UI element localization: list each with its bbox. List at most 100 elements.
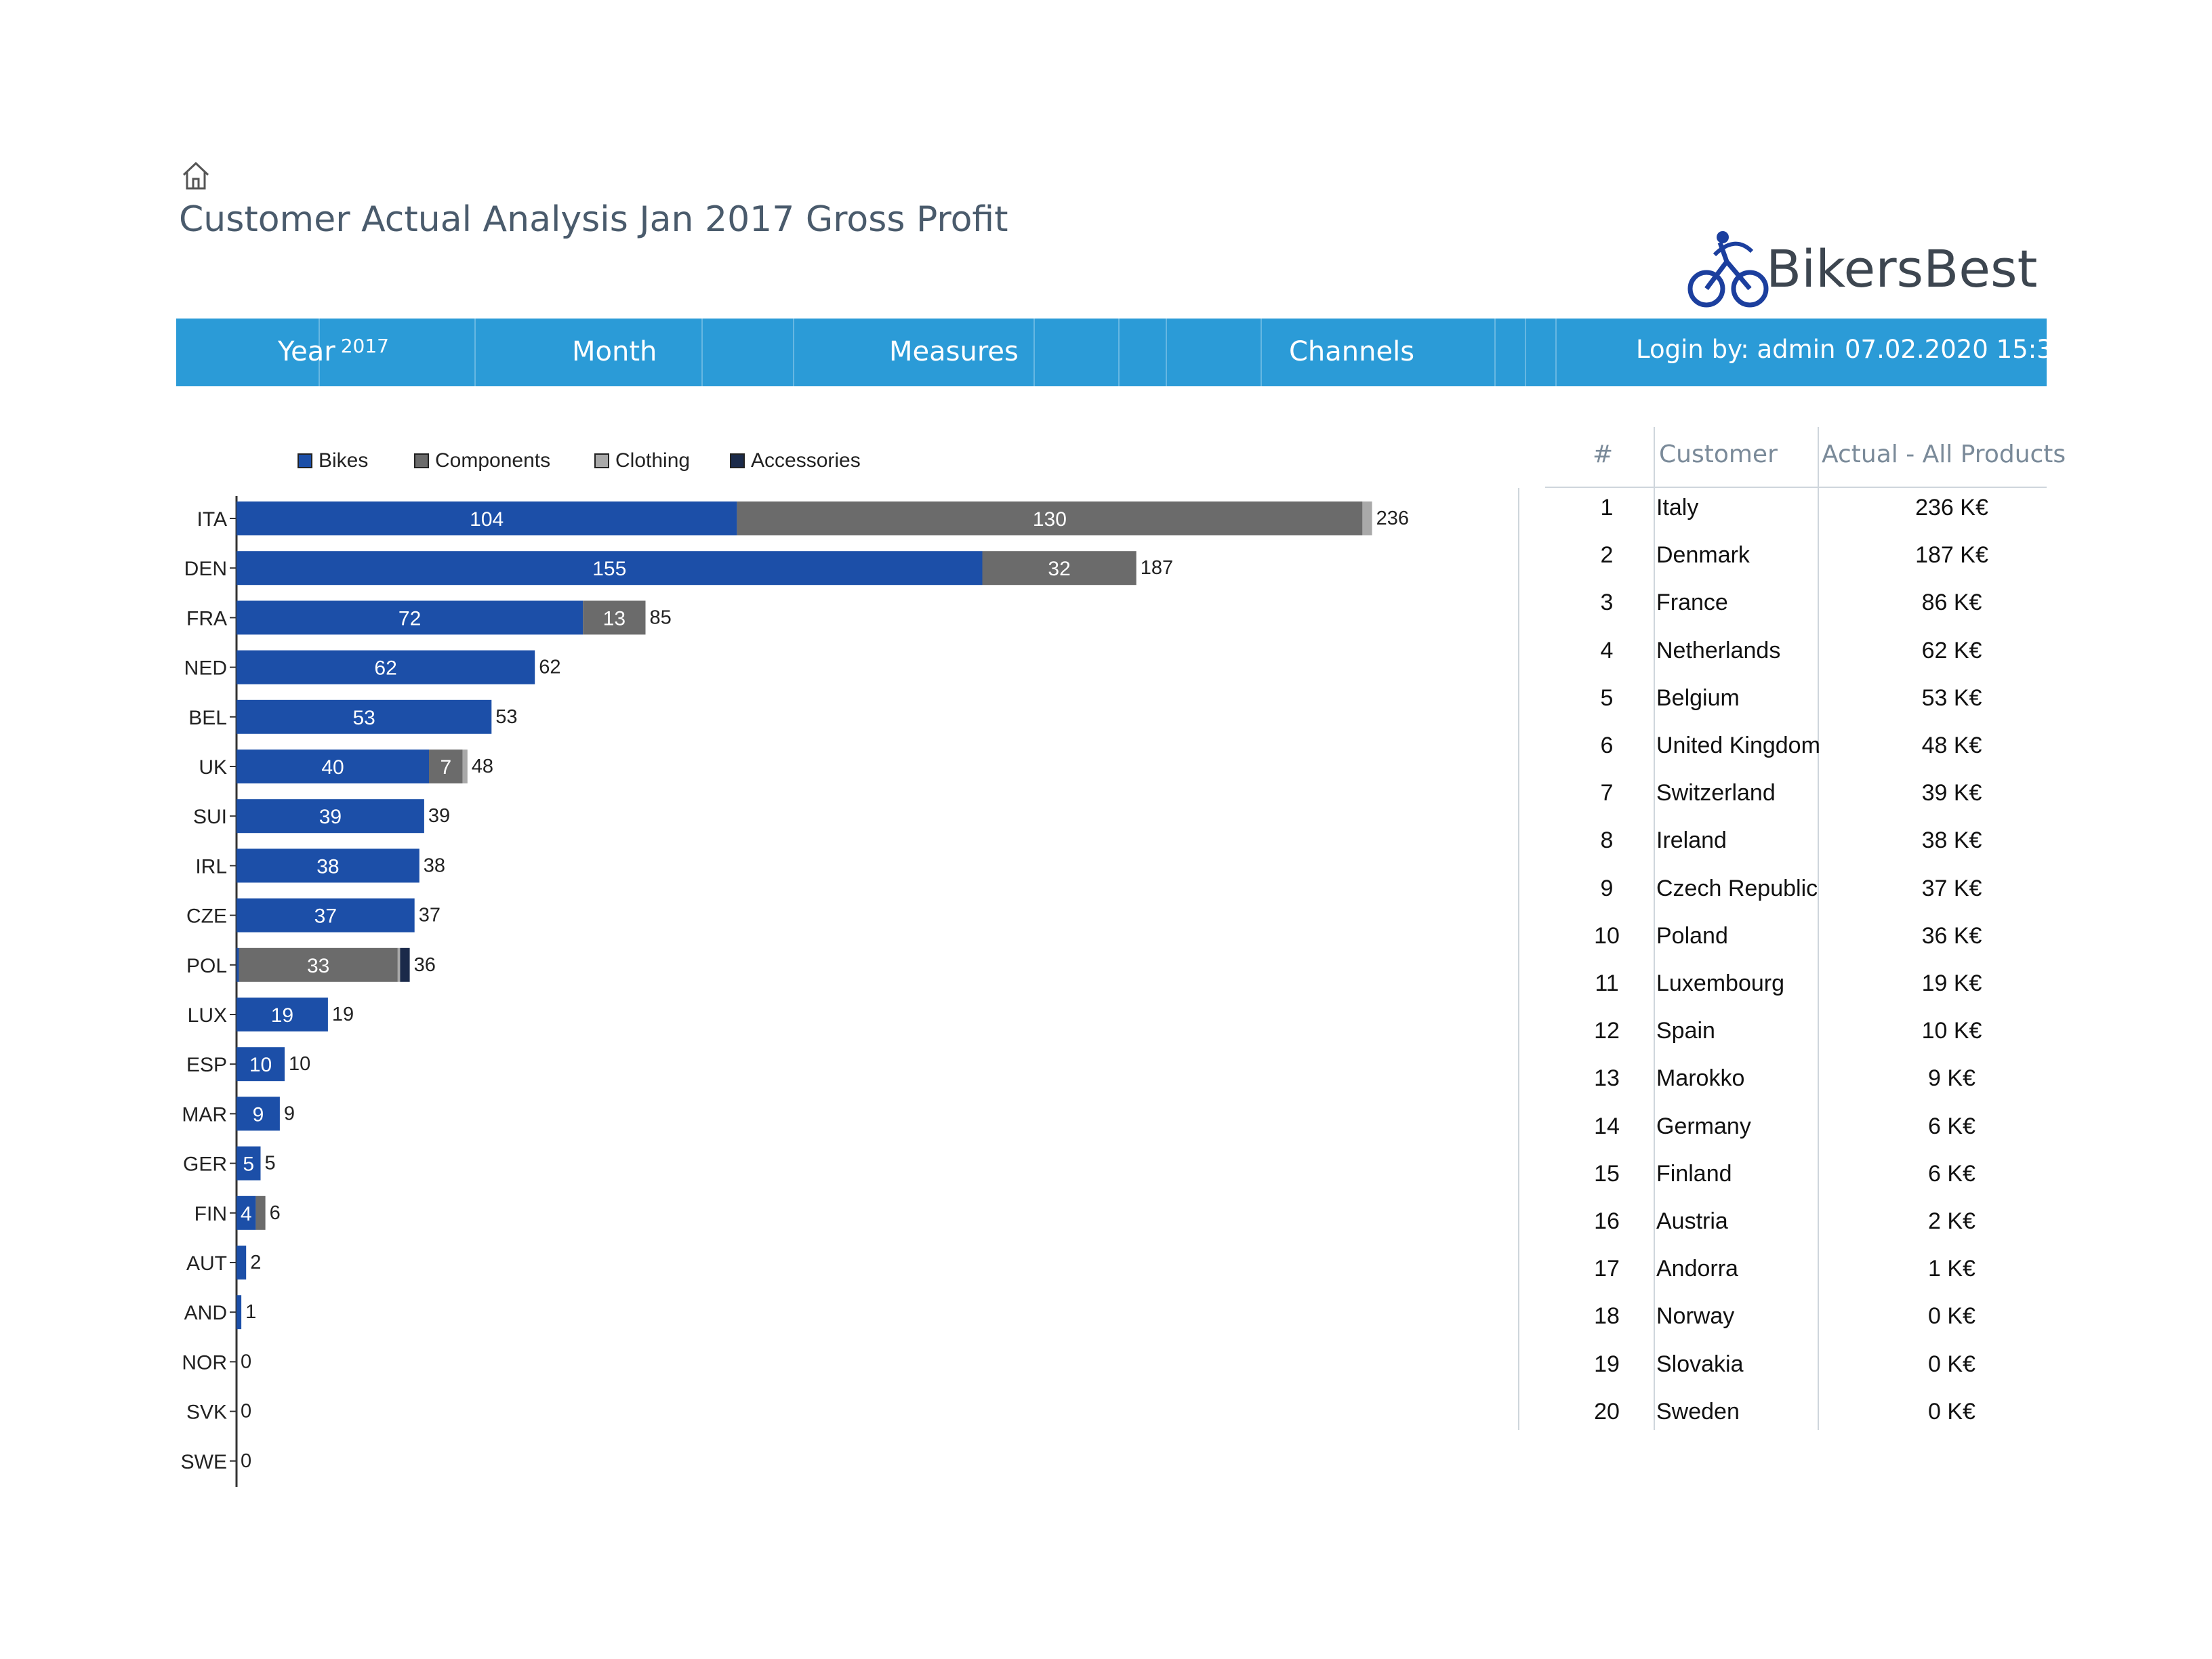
year-filter[interactable]: Year 2017 — [278, 335, 389, 367]
bar-segment-components[interactable] — [583, 600, 646, 635]
bar-segment-accessories[interactable] — [400, 947, 410, 982]
segment-value-label: 72 — [398, 607, 421, 630]
segment-value-label: 39 — [319, 806, 342, 828]
actual-value-cell: 0 K€ — [1928, 1303, 1975, 1330]
bar-segment-components[interactable] — [982, 551, 1136, 586]
table-row[interactable]: 18 Norway 0 K€ — [1518, 1300, 2047, 1341]
bar-segment-bikes[interactable] — [237, 650, 535, 684]
table-row[interactable]: 7 Switzerland 39 K€ — [1518, 777, 2047, 818]
bar-segment-bikes[interactable] — [237, 998, 328, 1031]
bar-total-label: 0 — [241, 1450, 251, 1472]
table-row[interactable]: 10 Poland 36 K€ — [1518, 920, 2047, 961]
channels-filter[interactable]: Channels — [1289, 336, 1415, 367]
y-tick-label: BEL — [188, 707, 227, 729]
bar-segment-components[interactable] — [429, 750, 463, 783]
legend-swatch — [414, 453, 429, 468]
bar-segment-clothing[interactable] — [397, 947, 401, 982]
actual-value-cell: 236 K€ — [1915, 495, 1988, 520]
bar-total-label: 19 — [332, 1004, 354, 1025]
rank-cell: 19 — [1594, 1351, 1620, 1377]
bar-segment-bikes[interactable] — [237, 1146, 261, 1181]
customer-cell: Spain — [1656, 1018, 1715, 1044]
table-row[interactable]: 13 Marokko 9 K€ — [1518, 1063, 2047, 1103]
bar-segment-bikes[interactable] — [237, 501, 737, 535]
table-row[interactable]: 3 France 86 K€ — [1518, 587, 2047, 628]
rank-cell: 14 — [1594, 1113, 1620, 1139]
rank-cell: 2 — [1600, 542, 1614, 569]
bar-segment-bikes[interactable] — [237, 600, 583, 635]
customer-cell: Andorra — [1656, 1256, 1738, 1282]
year-filter-value: 2017 — [340, 335, 389, 357]
bar-total-label: 5 — [265, 1153, 276, 1174]
bar-segment-components[interactable] — [255, 1195, 266, 1230]
legend-label[interactable]: Components — [435, 449, 550, 472]
bar-segment-bikes[interactable] — [237, 750, 429, 783]
bar-segment-bikes[interactable] — [237, 1097, 280, 1131]
table-row[interactable]: 16 Austria 2 K€ — [1518, 1206, 2047, 1246]
bar-segment-components[interactable] — [239, 947, 398, 982]
y-tick-label: ESP — [186, 1054, 227, 1076]
table-row[interactable]: 6 United Kingdom 48 K€ — [1518, 730, 2047, 771]
actual-value-cell: 2 K€ — [1928, 1208, 1975, 1234]
login-info: Login by: admin — [1636, 335, 1836, 364]
table-row[interactable]: 4 Netherlands 62 K€ — [1518, 635, 2047, 676]
table-row[interactable]: 17 Andorra 1 K€ — [1518, 1253, 2047, 1294]
bar-segment-bikes[interactable] — [237, 699, 492, 734]
table-row[interactable]: 12 Spain 10 K€ — [1518, 1015, 2047, 1056]
rank-cell: 13 — [1594, 1065, 1620, 1092]
home-icon[interactable] — [180, 160, 211, 191]
bar-segment-bikes[interactable] — [237, 799, 424, 834]
segment-value-label: 4 — [241, 1203, 252, 1225]
rank-cell: 1 — [1600, 495, 1614, 520]
table-row[interactable]: 20 Sweden 0 K€ — [1518, 1396, 2047, 1437]
table-row[interactable]: 2 Denmark 187 K€ — [1518, 539, 2047, 580]
customer-cell: Norway — [1656, 1303, 1735, 1330]
bar-segment-bikes[interactable] — [237, 848, 419, 883]
bar-segment-bikes[interactable] — [237, 1047, 285, 1082]
table-row[interactable]: 15 Finland 6 K€ — [1518, 1158, 2047, 1199]
column-header-customer[interactable]: Customer — [1659, 441, 1778, 468]
y-tick-label: ITA — [197, 508, 227, 531]
column-header-actual[interactable]: Actual - All Products — [1822, 441, 2066, 468]
customer-cell: Germany — [1656, 1113, 1751, 1139]
chart-legend: Bikes Components Clothing Accessories — [298, 449, 861, 472]
bar-segment-bikes[interactable] — [237, 551, 983, 586]
table-row[interactable]: 14 Germany 6 K€ — [1518, 1111, 2047, 1151]
bar-segment-components[interactable] — [737, 501, 1363, 535]
table-row[interactable]: 9 Czech Republic 37 K€ — [1518, 873, 2047, 914]
actual-value-cell: 187 K€ — [1915, 542, 1988, 569]
rank-cell: 4 — [1600, 637, 1614, 663]
rank-cell: 9 — [1600, 875, 1614, 901]
bar-segment-bikes[interactable] — [237, 947, 239, 982]
legend-label[interactable]: Clothing — [615, 449, 690, 472]
bar-total-label: 62 — [539, 657, 560, 678]
bar-segment-clothing[interactable] — [1362, 501, 1372, 535]
rank-cell: 3 — [1600, 590, 1614, 616]
column-header-rank[interactable]: # — [1593, 441, 1614, 468]
measures-filter[interactable]: Measures — [889, 336, 1019, 367]
cyclist-logo-icon — [1687, 231, 1769, 308]
bar-segment-bikes[interactable] — [237, 1246, 247, 1279]
bar-total-label: 85 — [650, 607, 672, 628]
bar-segment-bikes[interactable] — [237, 898, 415, 933]
y-tick-label: NED — [184, 657, 227, 680]
bar-total-label: 53 — [495, 706, 517, 728]
bar-segment-bikes[interactable] — [237, 1295, 242, 1330]
table-row[interactable]: 5 Belgium 53 K€ — [1518, 682, 2047, 723]
customer-cell: Belgium — [1656, 684, 1740, 711]
table-row[interactable]: 11 Luxembourg 19 K€ — [1518, 968, 2047, 1008]
table-row[interactable]: 1 Italy 236 K€ — [1518, 492, 2047, 533]
year-filter-label: Year — [278, 336, 335, 367]
legend-label[interactable]: Accessories — [751, 449, 861, 472]
month-filter[interactable]: Month — [572, 336, 657, 367]
bar-segment-clothing[interactable] — [462, 750, 468, 783]
y-tick-label: DEN — [184, 558, 227, 580]
table-row[interactable]: 8 Ireland 38 K€ — [1518, 825, 2047, 865]
legend-label[interactable]: Bikes — [319, 449, 368, 472]
table-row[interactable]: 19 Slovakia 0 K€ — [1518, 1349, 2047, 1389]
actual-value-cell: 53 K€ — [1921, 684, 1982, 711]
bar-segment-bikes[interactable] — [237, 1195, 256, 1230]
segment-value-label: 104 — [470, 508, 504, 531]
table-divider — [1818, 427, 1819, 1430]
segment-value-label: 40 — [321, 756, 344, 779]
